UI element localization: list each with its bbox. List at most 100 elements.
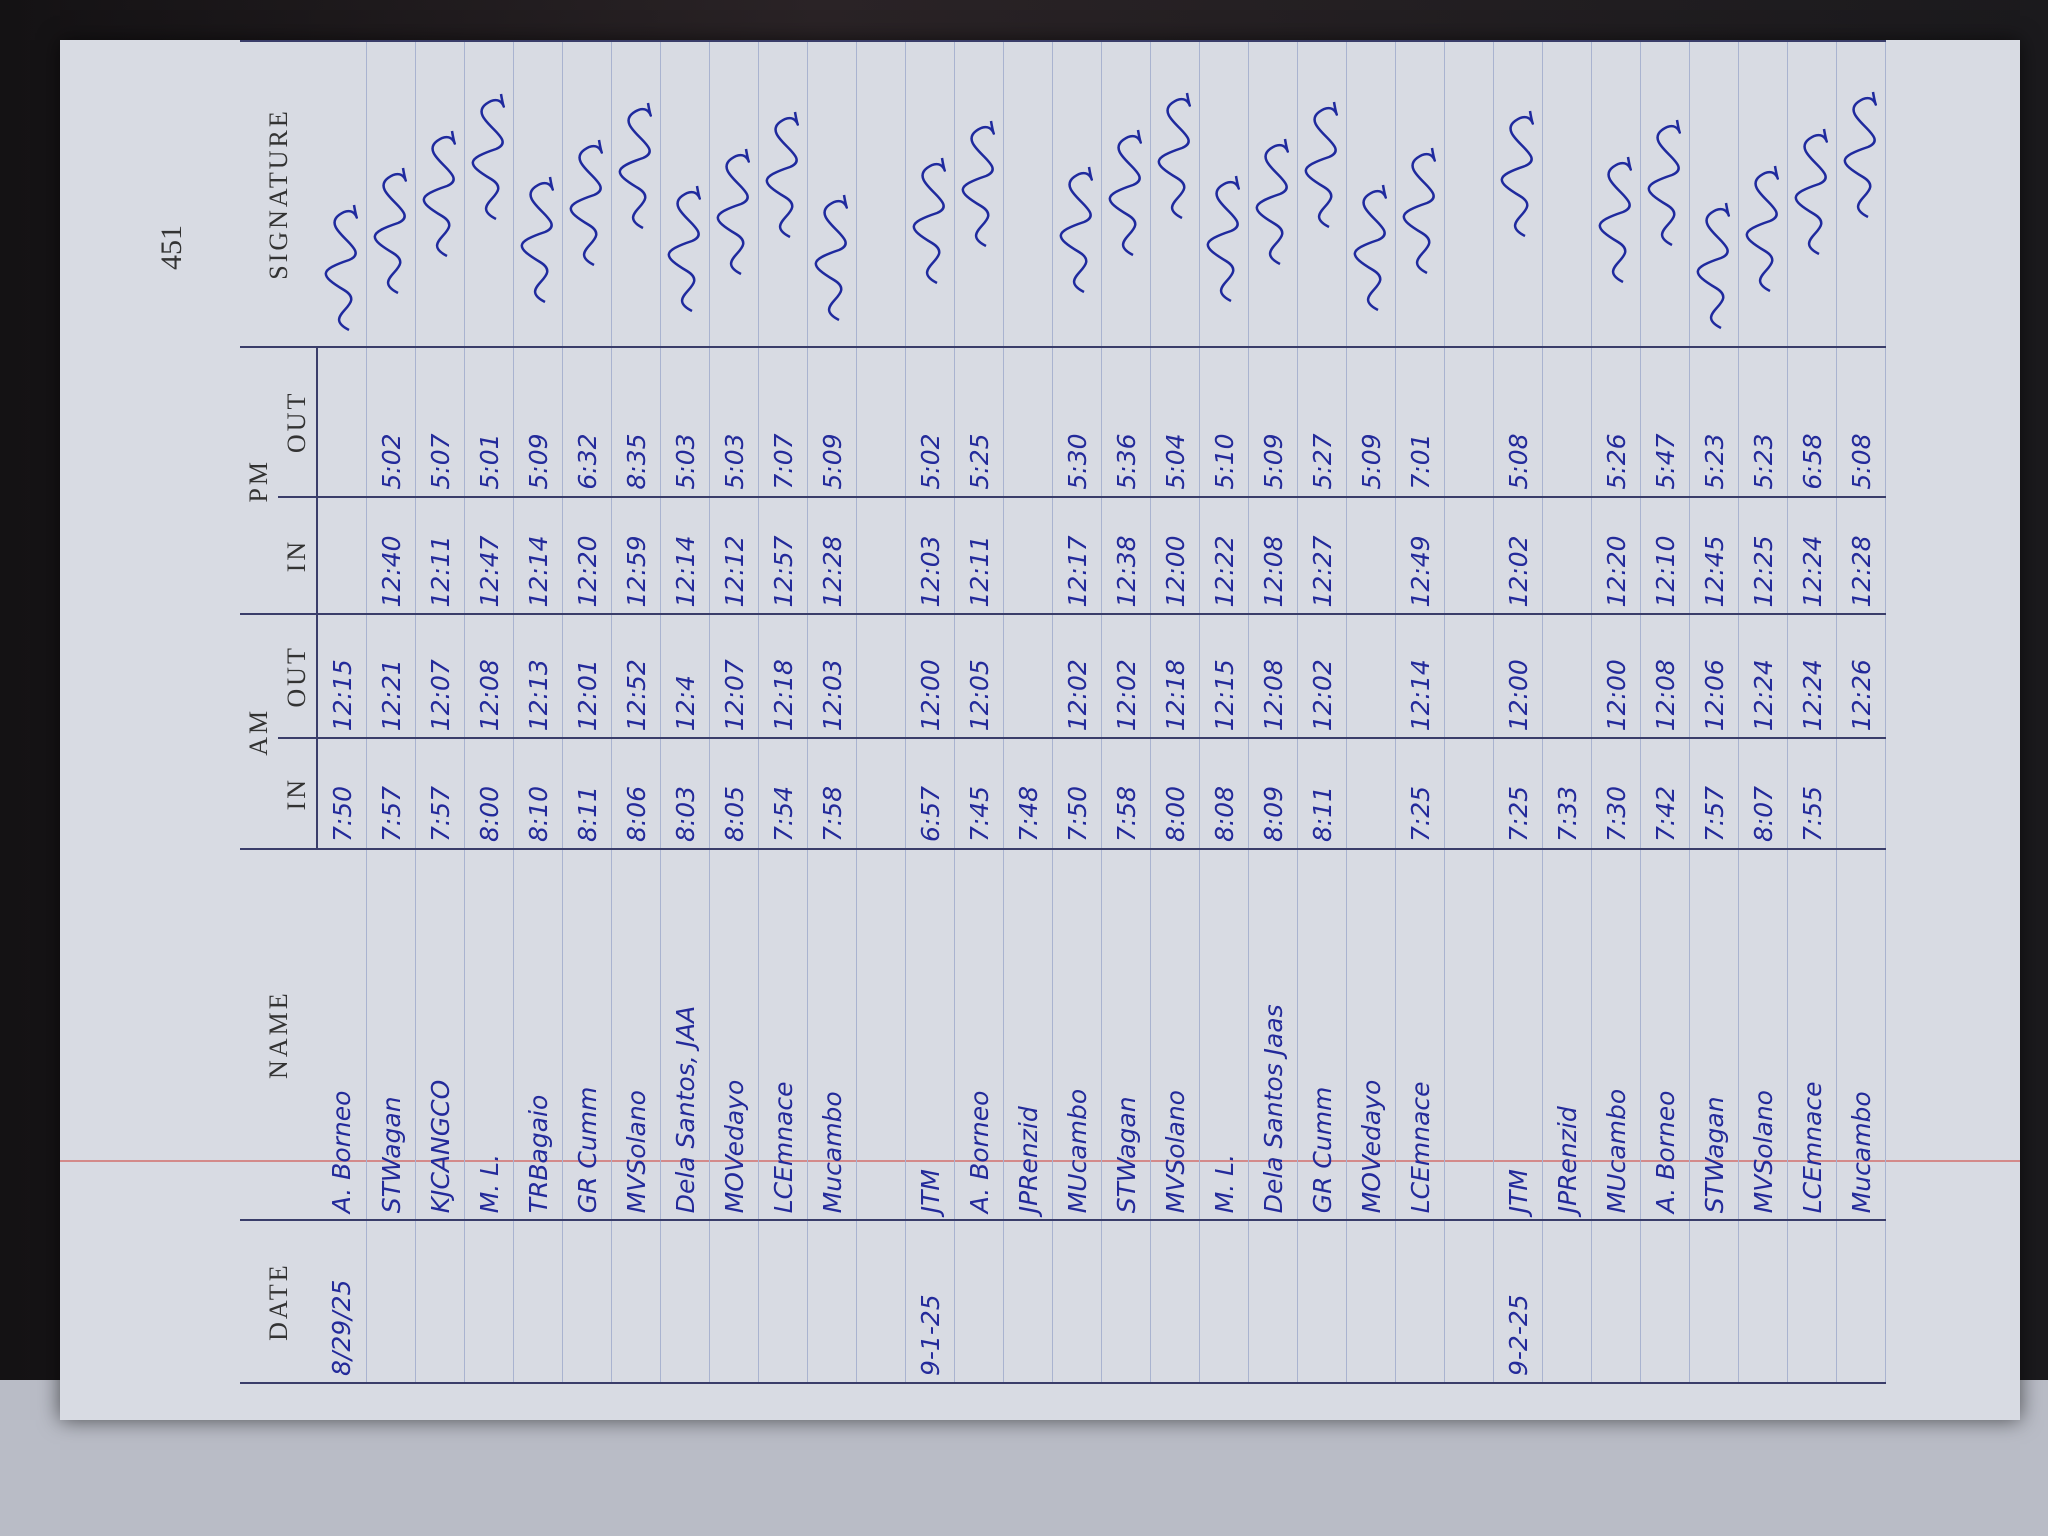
date-cell: [1738, 1220, 1788, 1383]
signature-cell: [513, 41, 563, 348]
signature-cell: [709, 41, 759, 348]
signature-cell: [1248, 41, 1298, 348]
am-out-cell: 12:52: [611, 614, 661, 739]
name-cell: KJCANGCO: [415, 849, 465, 1221]
pm-out-cell: 5:04: [1150, 347, 1200, 497]
signature-scribble: [1843, 91, 1877, 219]
date-cell: [709, 1220, 759, 1383]
am-in-header: IN: [278, 738, 317, 850]
signature-stroke: [1696, 202, 1730, 330]
signature-stroke: [569, 139, 603, 267]
signature-stroke: [324, 204, 358, 332]
signature-scribble: [1059, 166, 1093, 294]
am-in-cell: 8:09: [1248, 738, 1298, 850]
pm-out-cell: 5:30: [1052, 347, 1102, 497]
signature-stroke: [1157, 92, 1191, 220]
name-header: NAME: [240, 849, 317, 1221]
pm-out-cell: 5:25: [954, 347, 1004, 497]
name-cell: STWagan: [366, 849, 416, 1221]
name-cell: MOVedayo: [709, 849, 759, 1221]
date-cell: [1003, 1220, 1053, 1383]
signature-scribble: [1157, 92, 1191, 220]
signature-cell: [660, 41, 710, 348]
pm-in-header: IN: [278, 496, 317, 615]
am-in-cell: 7:33: [1542, 738, 1592, 850]
pm-out-header: OUT: [278, 347, 317, 497]
pm-out-cell: 5:01: [464, 347, 514, 497]
signature-scribble: [1353, 184, 1387, 312]
entry-row: A. Borneo 7:45 12:05 12:11 5:25: [954, 41, 1004, 1383]
entry-row: M. L. 8:08 12:15 12:22 5:10: [1199, 41, 1249, 1383]
signature-cell: [1003, 41, 1053, 348]
am-in-cell: 7:50: [1052, 738, 1102, 850]
pm-out-cell: 7:07: [758, 347, 808, 497]
signature-stroke: [912, 157, 946, 285]
pm-in-cell: 12:57: [758, 496, 808, 615]
entry-row: KJCANGCO 7:57 12:07 12:11 5:07: [415, 41, 465, 1383]
am-out-cell: 12:24: [1787, 614, 1837, 739]
entry-row: MVSolano 8:06 12:52 12:59 8:35: [611, 41, 661, 1383]
am-out-cell: 12:21: [366, 614, 416, 739]
signature-stroke: [471, 93, 505, 221]
signature-scribble: [765, 111, 799, 239]
signature-stroke: [1843, 91, 1877, 219]
pm-in-cell: 12:00: [1150, 496, 1200, 615]
pm-in-cell: 12:28: [1836, 496, 1886, 615]
signature-scribble: [961, 120, 995, 248]
entry-row: STWagan 7:57 12:21 12:40 5:02: [366, 41, 416, 1383]
date-cell: [1248, 1220, 1298, 1383]
blank-cell: [1444, 347, 1494, 497]
am-out-cell: 12:24: [1738, 614, 1788, 739]
entry-row: JPRenzid 7:33: [1542, 41, 1592, 1383]
signature-cell: [1199, 41, 1249, 348]
pm-in-cell: 12:02: [1493, 496, 1543, 615]
signature-scribble: [1745, 165, 1779, 293]
entry-row: 9-1-25 JTM 6:57 12:00 12:03 5:02: [905, 41, 955, 1383]
am-in-cell: 8:06: [611, 738, 661, 850]
pm-in-cell: 12:28: [807, 496, 857, 615]
pm-out-cell: 5:27: [1297, 347, 1347, 497]
signature-header: SIGNATURE: [240, 41, 317, 348]
am-in-cell: [1836, 738, 1886, 850]
entry-row: LCEmnace 7:54 12:18 12:57 7:07: [758, 41, 808, 1383]
am-out-cell: 12:15: [317, 614, 367, 739]
pm-in-cell: 12:20: [562, 496, 612, 615]
am-out-cell: 12:14: [1395, 614, 1445, 739]
pm-in-cell: 12:22: [1199, 496, 1249, 615]
signature-cell: [1836, 41, 1886, 348]
am-in-cell: 8:11: [562, 738, 612, 850]
entry-row: MOVedayo 8:05 12:07 12:12 5:03: [709, 41, 759, 1383]
name-cell: A. Borneo: [317, 849, 367, 1221]
date-cell: [758, 1220, 808, 1383]
pm-in-cell: 12:47: [464, 496, 514, 615]
signature-scribble: [618, 102, 652, 230]
pm-in-cell: [1346, 496, 1396, 615]
signature-stroke: [1794, 128, 1828, 256]
am-out-cell: 12:07: [415, 614, 465, 739]
signature-stroke: [1598, 156, 1632, 284]
am-in-cell: 7:30: [1591, 738, 1641, 850]
pm-out-cell: 6:32: [562, 347, 612, 497]
signature-scribble: [1108, 129, 1142, 257]
signature-scribble: [1794, 128, 1828, 256]
entry-row: 9-2-25 JTM 7:25 12:00 12:02 5:08: [1493, 41, 1543, 1383]
am-in-cell: 7:45: [954, 738, 1004, 850]
signature-scribble: [569, 139, 603, 267]
date-cell: 8/29/25: [317, 1220, 367, 1383]
pm-out-cell: 7:01: [1395, 347, 1445, 497]
blank-cell: [1444, 849, 1494, 1221]
date-cell: [415, 1220, 465, 1383]
pm-out-cell: 5:47: [1640, 347, 1690, 497]
pm-in-cell: 12:40: [366, 496, 416, 615]
entry-row: GR Cumm 8:11 12:01 12:20 6:32: [562, 41, 612, 1383]
am-in-cell: 7:50: [317, 738, 367, 850]
signature-scribble: [912, 157, 946, 285]
am-in-cell: 6:57: [905, 738, 955, 850]
am-out-cell: 12:15: [1199, 614, 1249, 739]
pm-out-cell: 5:02: [905, 347, 955, 497]
pm-out-cell: 5:09: [513, 347, 563, 497]
page-number: 451: [155, 225, 188, 270]
entry-row: M. L. 8:00 12:08 12:47 5:01: [464, 41, 514, 1383]
name-cell: Dela Santos, JAA: [660, 849, 710, 1221]
name-cell: GR Cumm: [1297, 849, 1347, 1221]
